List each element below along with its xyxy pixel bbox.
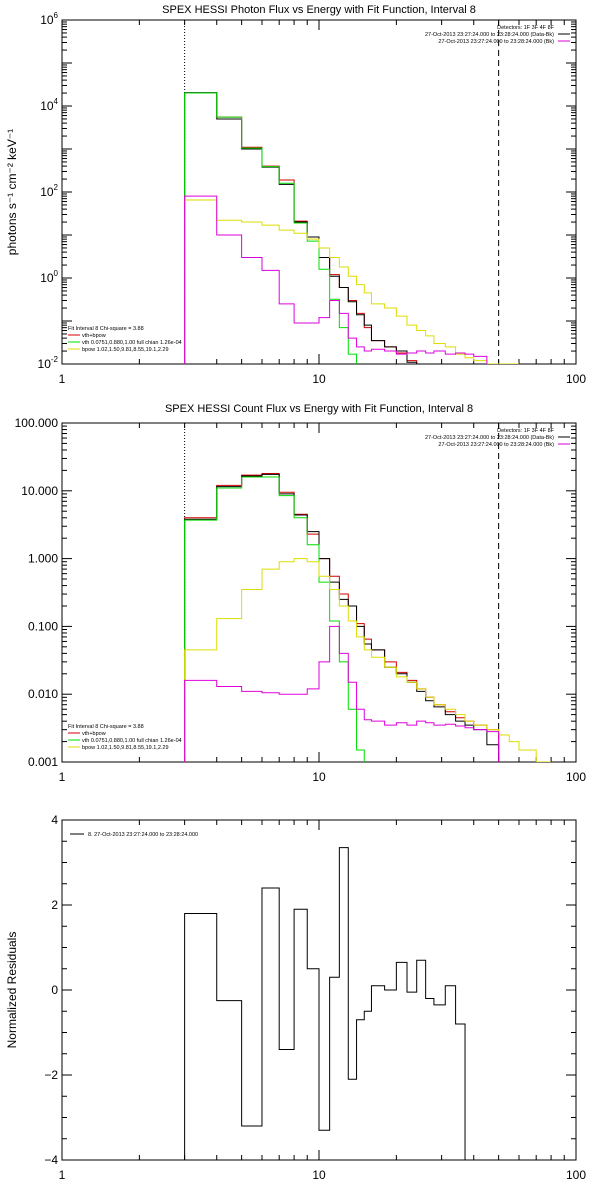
x-tick-label: 1 bbox=[59, 372, 66, 386]
x-tick-label: 100 bbox=[566, 1168, 586, 1182]
series-data-line bbox=[184, 847, 466, 1160]
y-tick-label: −2 bbox=[44, 1068, 58, 1082]
series-data-line bbox=[184, 473, 500, 762]
y-tick-label: 102 bbox=[40, 183, 58, 199]
legend-bottom-entry: vth+bpow bbox=[82, 731, 106, 737]
chart-panel-1: SPEX HESSI Photon Flux vs Energy with Fi… bbox=[5, 4, 586, 386]
chart-panel-3: 1 10 100 −4 −2 0 2 4 Normalized Residuals 8. 27-O… bbox=[5, 813, 586, 1182]
series-bpow-line bbox=[184, 558, 552, 762]
y-tick-label: 2 bbox=[51, 898, 58, 912]
legend-top-entry: 27-Oct-2013 23:27:24.000 to 23:28:24.000… bbox=[425, 32, 554, 38]
chart-title: SPEX HESSI Count Flux vs Energy with Fit… bbox=[165, 403, 473, 415]
y-tick-label: 100 bbox=[40, 269, 58, 285]
series-bk-line bbox=[184, 625, 500, 762]
legend-bottom-entry: bpow 1.02,1.50,9.81,8.55,19.1,2.29 bbox=[82, 347, 169, 353]
series-bk-line bbox=[184, 195, 488, 364]
series-total-line bbox=[184, 472, 500, 762]
x-tick-label: 10 bbox=[312, 770, 326, 784]
y-tick-label: 10.000 bbox=[21, 484, 58, 498]
y-tick-label: 0.001 bbox=[28, 755, 58, 769]
series-vth-line bbox=[184, 476, 365, 762]
x-tick-label: 100 bbox=[566, 770, 586, 784]
x-tick-label: 10 bbox=[312, 372, 326, 386]
series-vth-line bbox=[184, 92, 358, 364]
y-tick-label: 10-2 bbox=[38, 355, 59, 371]
legend-bottom-entry: vth 0.0751,0.880,1.00 full chian 1.26e-0… bbox=[82, 340, 182, 346]
legend-top-entry: 27-Oct-2013 23:27:24.000 to 23:28:24.000… bbox=[438, 442, 554, 448]
y-tick-label: 4 bbox=[51, 813, 58, 827]
chart-panel-2: SPEX HESSI Count Flux vs Energy with Fit… bbox=[15, 403, 587, 784]
legend-top-entry: Detectors: 1F 3F 4F 8F bbox=[497, 25, 554, 31]
y-tick-label: 0.010 bbox=[28, 687, 58, 701]
y-tick-label: 0 bbox=[51, 983, 58, 997]
y-tick-label: 100.000 bbox=[15, 416, 59, 430]
residual-legend: 8. 27-Oct-2013 23:27:24.000 to 23:28:24.… bbox=[88, 832, 198, 838]
legend-bottom-entry: Fit Interval 8 Chi-square = 3.88 bbox=[68, 724, 144, 730]
legend-bottom-entry: vth+bpow bbox=[82, 333, 106, 339]
x-tick-label: 1 bbox=[59, 1168, 66, 1182]
legend-bottom-entry: bpow 1.02,1.50,9.81,8.55,19.1,2.29 bbox=[82, 745, 169, 751]
legend-top-entry: 27-Oct-2013 23:27:24.000 to 23:28:24.000… bbox=[438, 39, 554, 45]
chart-title: SPEX HESSI Photon Flux vs Energy with Fi… bbox=[162, 4, 476, 16]
legend-top-entry: Detectors: 1F 3F 4F 8F bbox=[497, 428, 554, 434]
y-tick-label: 104 bbox=[40, 97, 58, 113]
y-tick-label: −4 bbox=[44, 1153, 58, 1167]
x-tick-label: 10 bbox=[312, 1168, 326, 1182]
legend-top-entry: 27-Oct-2013 23:27:24.000 to 23:28:24.000… bbox=[425, 435, 554, 441]
y-axis-label: Normalized Residuals bbox=[5, 932, 19, 1049]
y-tick-label: 106 bbox=[40, 11, 58, 27]
legend-bottom-entry: vth 0.0751,0.880,1.00 full chian 1.26e-0… bbox=[82, 738, 182, 744]
x-tick-label: 100 bbox=[566, 372, 586, 386]
y-tick-label: 0.100 bbox=[28, 619, 58, 633]
legend-bottom-entry: Fit Interval 8 Chi-square = 3.88 bbox=[68, 326, 144, 332]
y-axis-label: photons s⁻¹ cm⁻² keV⁻¹ bbox=[5, 129, 19, 255]
y-tick-label: 1.000 bbox=[28, 552, 58, 566]
series-bpow-line bbox=[184, 199, 519, 364]
x-tick-label: 1 bbox=[59, 770, 66, 784]
